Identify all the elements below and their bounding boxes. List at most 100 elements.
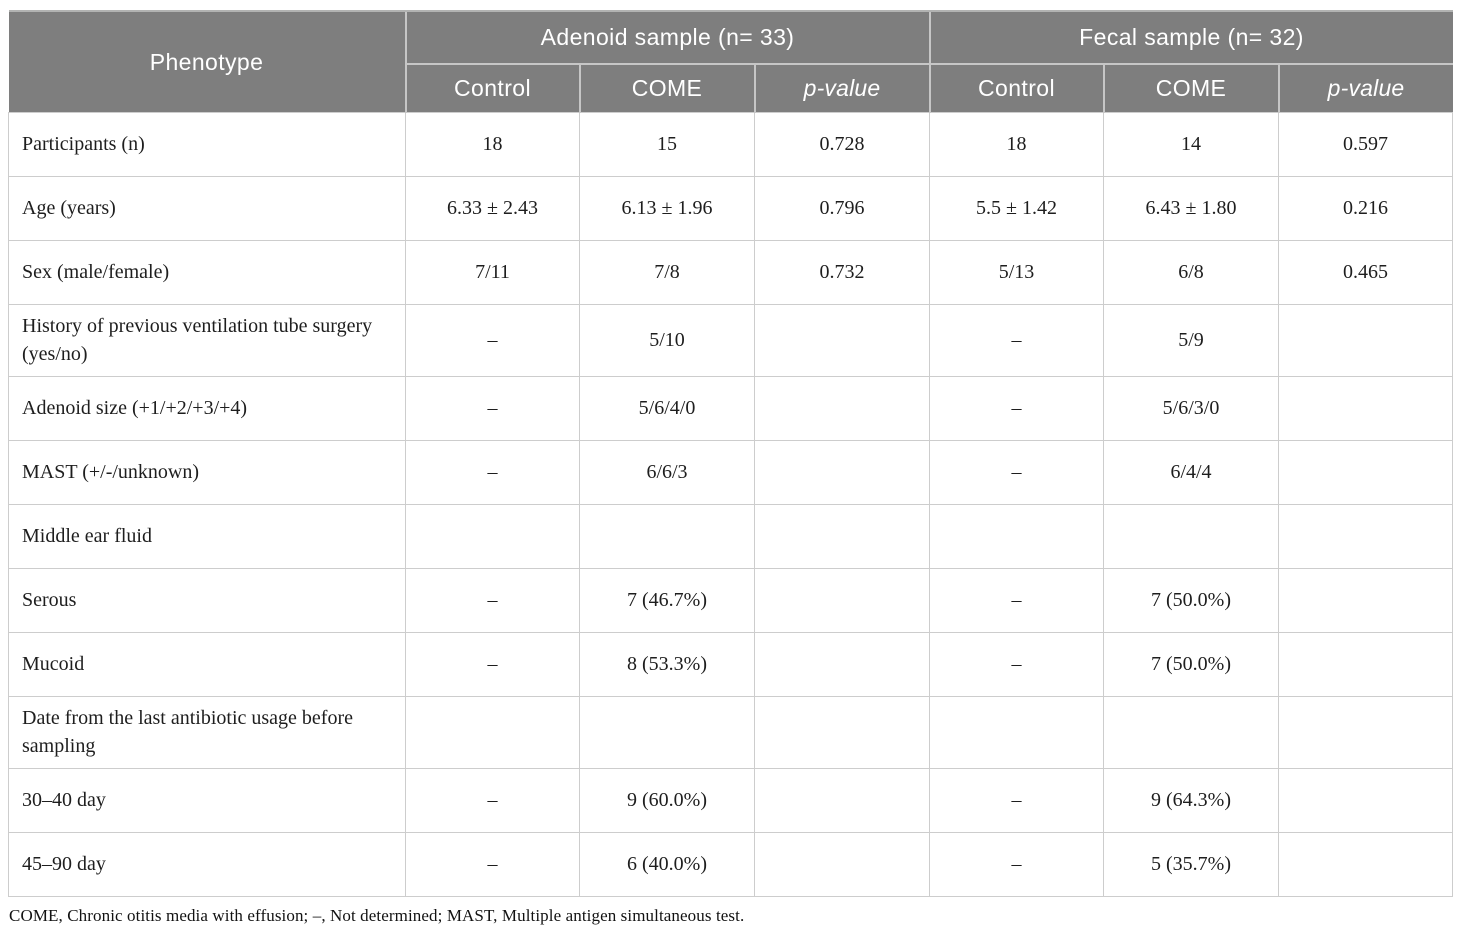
table-cell [1277, 632, 1454, 698]
row-label: Adenoid size (+1/+2/+3/+4) [8, 376, 406, 442]
table-cell: 6/4/4 [1103, 440, 1279, 506]
table-cell: 14 [1103, 112, 1279, 177]
table-cell: 7 (50.0%) [1103, 632, 1279, 698]
table-cell: – [405, 376, 580, 442]
column-subheader-control: Control [404, 64, 580, 113]
table-row: Serous –7 (46.7%) –7 (50.0%) [8, 568, 1454, 634]
row-label: 45–90 day [8, 832, 406, 898]
table-cell [754, 768, 930, 834]
column-header-fecal-sample: Fecal sample (n= 32) [928, 9, 1453, 66]
table-cell: 5/10 [579, 303, 755, 378]
table-row: Date from the last antibiotic usage befo… [8, 696, 1454, 770]
table-cell [754, 568, 930, 634]
table-cell [754, 440, 930, 506]
table-cell: 0.796 [754, 176, 930, 241]
table-cell: 8 (53.3%) [579, 632, 755, 698]
table-cell [405, 696, 580, 770]
table-row: Participants (n) 18 15 0.728 18 14 0.597 [8, 112, 1454, 177]
table-body: Participants (n) 18 15 0.728 18 14 0.597 Age (y… [8, 112, 1454, 898]
table-cell: – [405, 632, 580, 698]
table-cell: – [929, 568, 1104, 634]
table-cell [1277, 376, 1454, 442]
table-cell: – [405, 768, 580, 834]
table-cell: 9 (64.3%) [1103, 768, 1279, 834]
column-subheader-p-value: p-value [753, 64, 930, 113]
table-cell: 6.43 ± 1.80 [1103, 176, 1279, 241]
table-row: History of previous ventilation tube sur… [8, 303, 1454, 378]
table-cell: 0.597 [1277, 112, 1454, 177]
table-cell: 6.13 ± 1.96 [579, 176, 755, 241]
table-cell [579, 696, 755, 770]
table-cell: – [405, 568, 580, 634]
table-cell: 7/8 [579, 240, 755, 305]
table-cell [579, 504, 755, 570]
table-cell: – [929, 768, 1104, 834]
header-subheader-row: Control COME p-value Control COME p-value [9, 64, 1453, 113]
table-cell [754, 832, 930, 898]
table-cell: – [405, 832, 580, 898]
column-subheader-p-value: p-value [1277, 64, 1453, 113]
table-cell: 7 (50.0%) [1103, 568, 1279, 634]
table-cell: 0.732 [754, 240, 930, 305]
table-cell [1277, 768, 1454, 834]
table-cell: 6 (40.0%) [579, 832, 755, 898]
table-cell [1277, 696, 1454, 770]
table-cell: – [929, 303, 1104, 378]
table-row: 45–90 day –6 (40.0%) –5 (35.7%) [8, 832, 1454, 898]
table-cell [1103, 504, 1279, 570]
table-cell: – [405, 303, 580, 378]
table-cell [1277, 440, 1454, 506]
table-cell: – [929, 376, 1104, 442]
row-label: Middle ear fluid [8, 504, 406, 570]
table-header: Phenotype Adenoid sample (n= 33) Fecal s… [8, 9, 1453, 113]
table-cell: 6.33 ± 2.43 [405, 176, 580, 241]
table-row: Sex (male/female) 7/11 7/8 0.732 5/13 6/8 0.46… [8, 240, 1454, 305]
table-cell: 15 [579, 112, 755, 177]
table-cell: 0.216 [1277, 176, 1454, 241]
column-subheader-control: Control [928, 64, 1104, 113]
column-header-adenoid-sample: Adenoid sample (n= 33) [404, 9, 930, 66]
table-footnote: COME, Chronic otitis media with effusion… [9, 906, 745, 926]
row-label: Sex (male/female) [8, 240, 406, 305]
table-cell: 9 (60.0%) [579, 768, 755, 834]
table-cell [1277, 832, 1454, 898]
table-cell [1277, 568, 1454, 634]
table-row: Adenoid size (+1/+2/+3/+4) –5/6/4/0–5/6/3… [8, 376, 1454, 442]
table-row: 30–40 day –9 (60.0%) –9 (64.3%) [8, 768, 1454, 834]
row-label: Serous [8, 568, 406, 634]
table-cell: 6/8 [1103, 240, 1279, 305]
row-label: Participants (n) [8, 112, 406, 177]
table-cell: 7 (46.7%) [579, 568, 755, 634]
row-label: History of previous ventilation tube sur… [8, 303, 406, 378]
table-cell [929, 504, 1104, 570]
header-group-row: Phenotype Adenoid sample (n= 33) Fecal s… [8, 9, 1453, 113]
table-cell: 5/9 [1103, 303, 1279, 378]
table-cell [1103, 696, 1279, 770]
table-cell: 5/6/3/0 [1103, 376, 1279, 442]
table-cell [1277, 504, 1454, 570]
table-row: Mucoid –8 (53.3%) –7 (50.0%) [8, 632, 1454, 698]
table-cell [1277, 303, 1454, 378]
table-cell: 0.465 [1277, 240, 1454, 305]
table-cell: 5 (35.7%) [1103, 832, 1279, 898]
table-cell: 5/6/4/0 [579, 376, 755, 442]
table-cell [405, 504, 580, 570]
table-cell: – [405, 440, 580, 506]
row-label: MAST (+/-/unknown) [8, 440, 406, 506]
table-cell [929, 696, 1104, 770]
table-cell [754, 696, 930, 770]
table-cell: 5/13 [929, 240, 1104, 305]
row-label: Date from the last antibiotic usage befo… [8, 696, 406, 770]
table-row: Middle ear fluid [8, 504, 1454, 570]
row-label: Mucoid [8, 632, 406, 698]
table-cell: 18 [929, 112, 1104, 177]
column-header-phenotype: Phenotype [8, 10, 406, 113]
table-cell: 7/11 [405, 240, 580, 305]
table-row: MAST (+/-/unknown) –6/6/3–6/4/4 [8, 440, 1454, 506]
table-cell: 5.5 ± 1.42 [929, 176, 1104, 241]
table-cell [754, 303, 930, 378]
table-cell: – [929, 440, 1104, 506]
table-cell: – [929, 832, 1104, 898]
phenotype-table: Phenotype Adenoid sample (n= 33) Fecal s… [8, 9, 1454, 898]
